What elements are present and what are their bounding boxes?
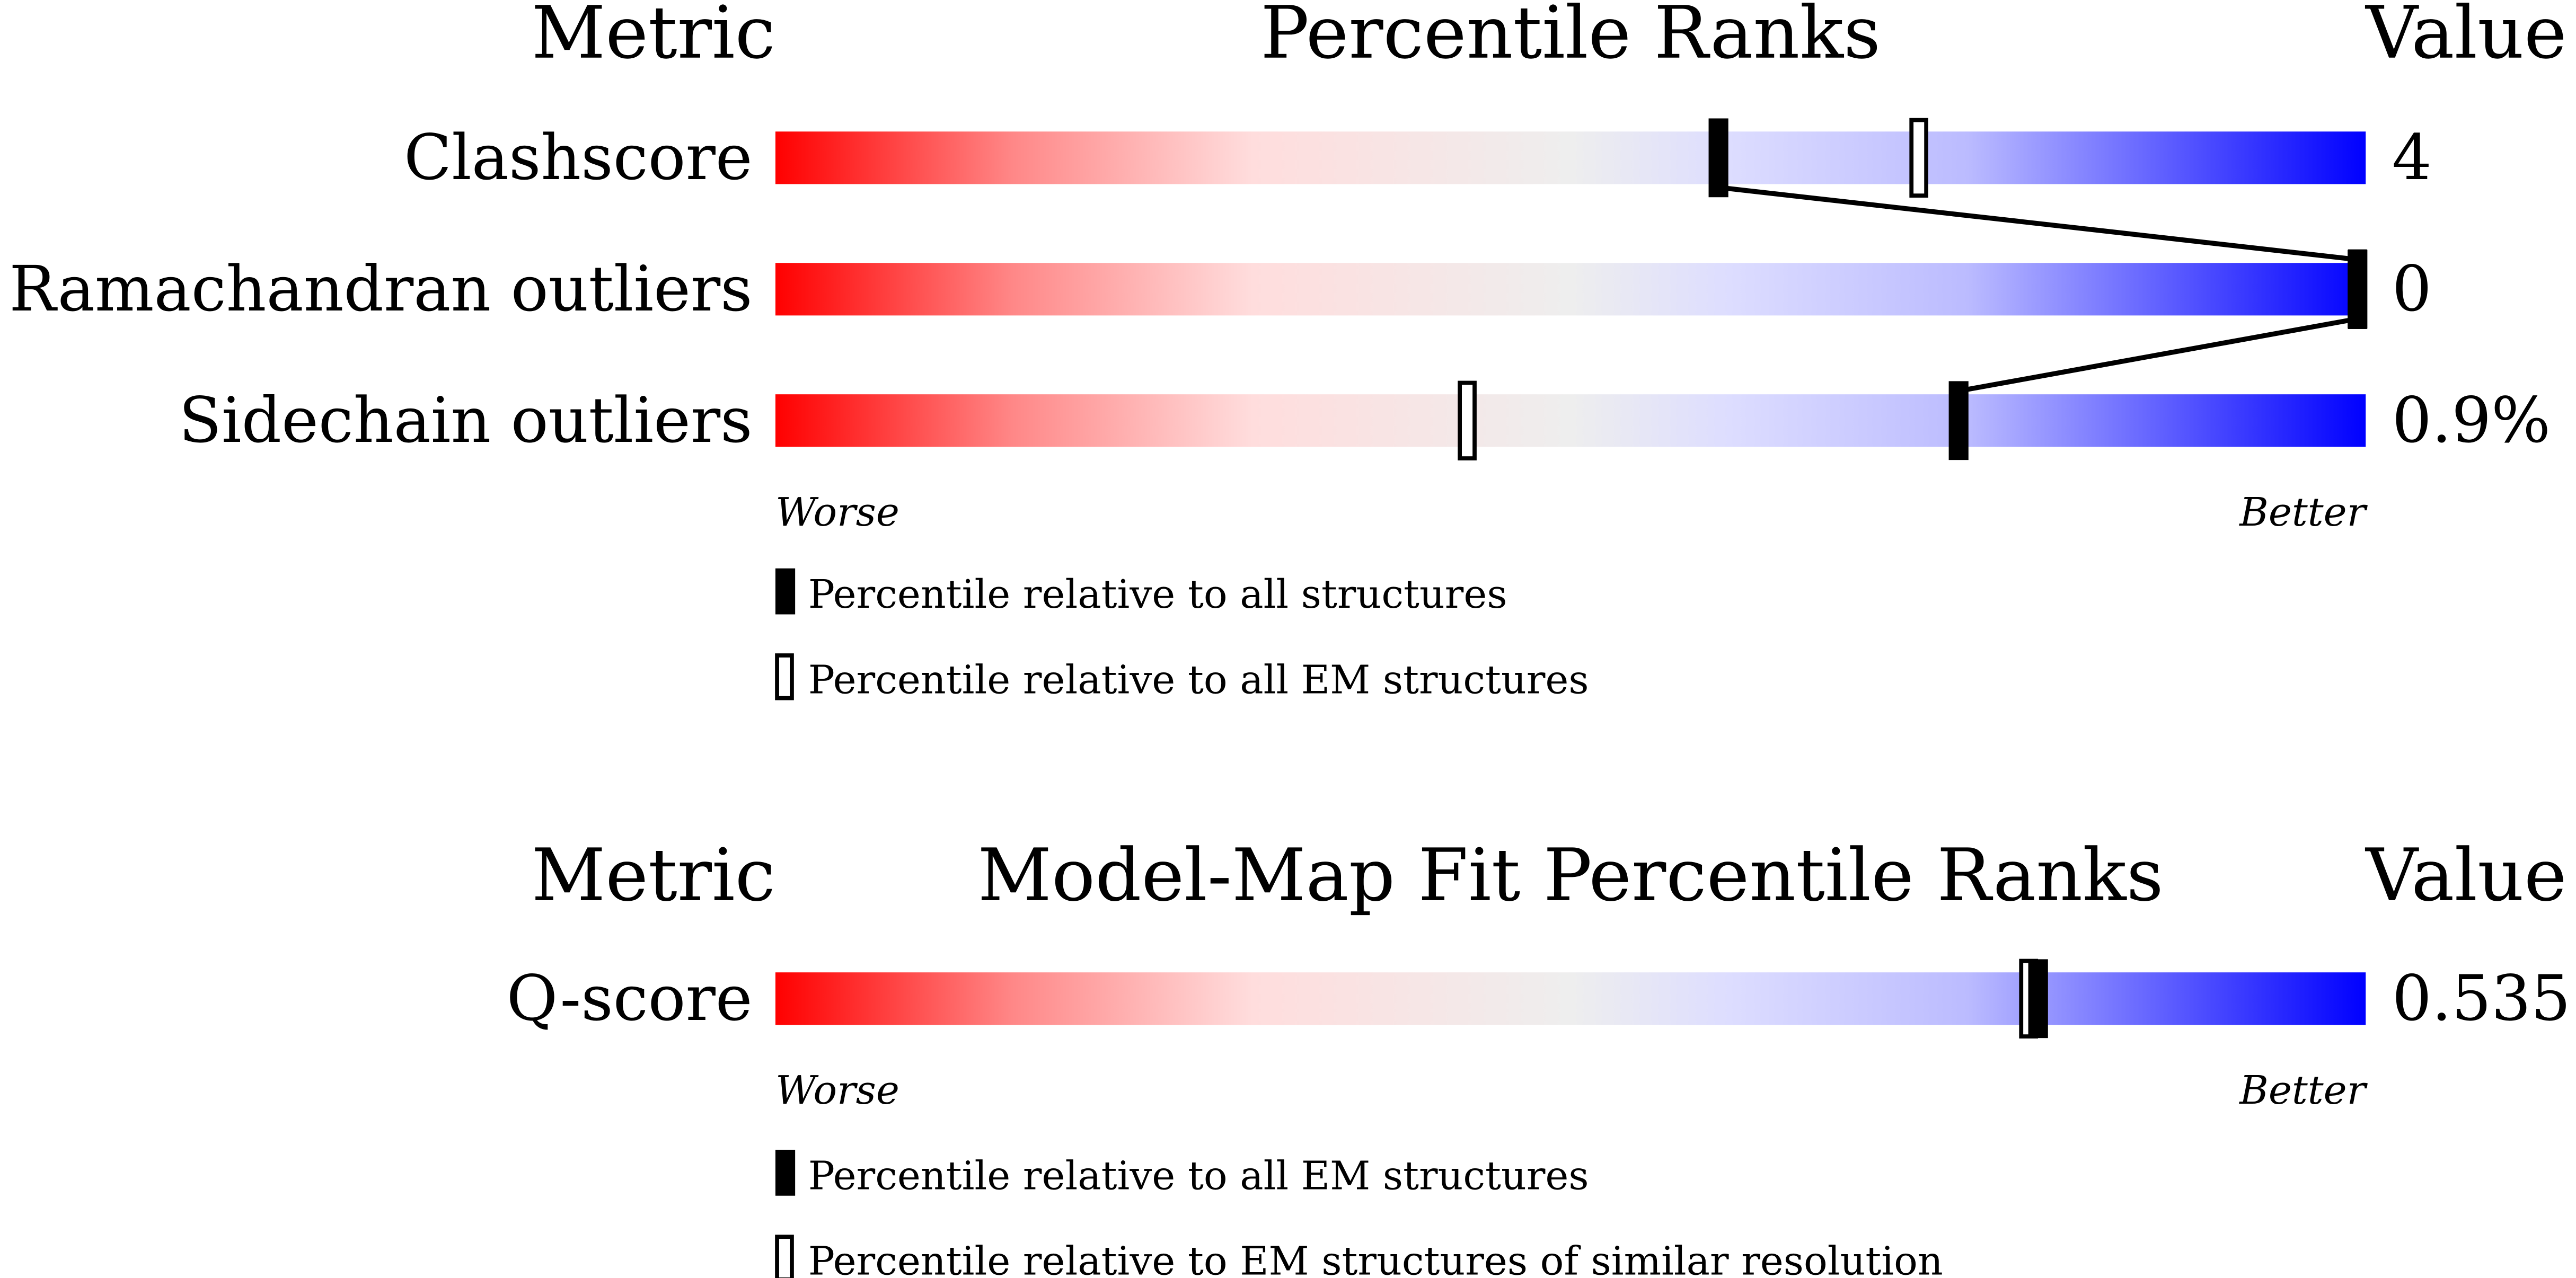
chart-panel: Metric Percentile Ranks Value Clashscore 4 Ra… [9,0,2566,703]
metric-header: Metric [532,833,775,918]
all-percentile-marker [2028,959,2048,1039]
percentile-bar [775,972,2366,1025]
connector-line [1958,316,2358,394]
legend-label: Percentile relative to all EM structures [808,656,1589,703]
row-label: Q-score [507,962,753,1035]
chart-panel: Metric Model-Map Fit Percentile Ranks Valu… [507,833,2571,1278]
all-percentile-marker [2348,250,2368,329]
better-label: Better [2238,1067,2368,1113]
row-value: 0 [2392,253,2432,325]
chart-title: Percentile Ranks [1260,0,1881,75]
row-value: 0.9% [2392,384,2551,457]
worse-label: Worse [775,1067,899,1113]
row-value: 0.535 [2392,962,2571,1035]
row-label: Ramachandran outliers [9,253,752,325]
metric-header: Metric [532,0,775,75]
value-header: Value [2365,0,2566,75]
percentile-bar [775,131,2366,184]
worse-label: Worse [775,489,899,535]
connector-line [1718,185,2358,262]
legend-hollow-marker [775,653,794,700]
legend-hollow-marker [775,1235,794,1278]
em-percentile-marker [1909,118,1929,198]
row-label: Clashscore [404,121,753,194]
better-label: Better [2238,489,2368,535]
legend-label: Percentile relative to all EM structures [808,1152,1589,1199]
legend-label: Percentile relative to all structures [808,571,1507,617]
percentile-bar [775,263,2366,316]
chart-title: Model-Map Fit Percentile Ranks [977,833,2163,918]
legend-filled-marker [775,568,796,615]
legend-filled-marker [775,1149,796,1196]
row-label: Sidechain outliers [179,384,752,457]
percentile-bar [775,394,2366,447]
em-percentile-marker [1458,380,1477,460]
value-header: Value [2365,833,2566,918]
all-percentile-marker [1948,381,1969,460]
row-value: 4 [2392,121,2432,194]
all-percentile-marker [1708,118,1728,198]
legend-label: Percentile relative to EM structures of … [808,1238,1943,1278]
